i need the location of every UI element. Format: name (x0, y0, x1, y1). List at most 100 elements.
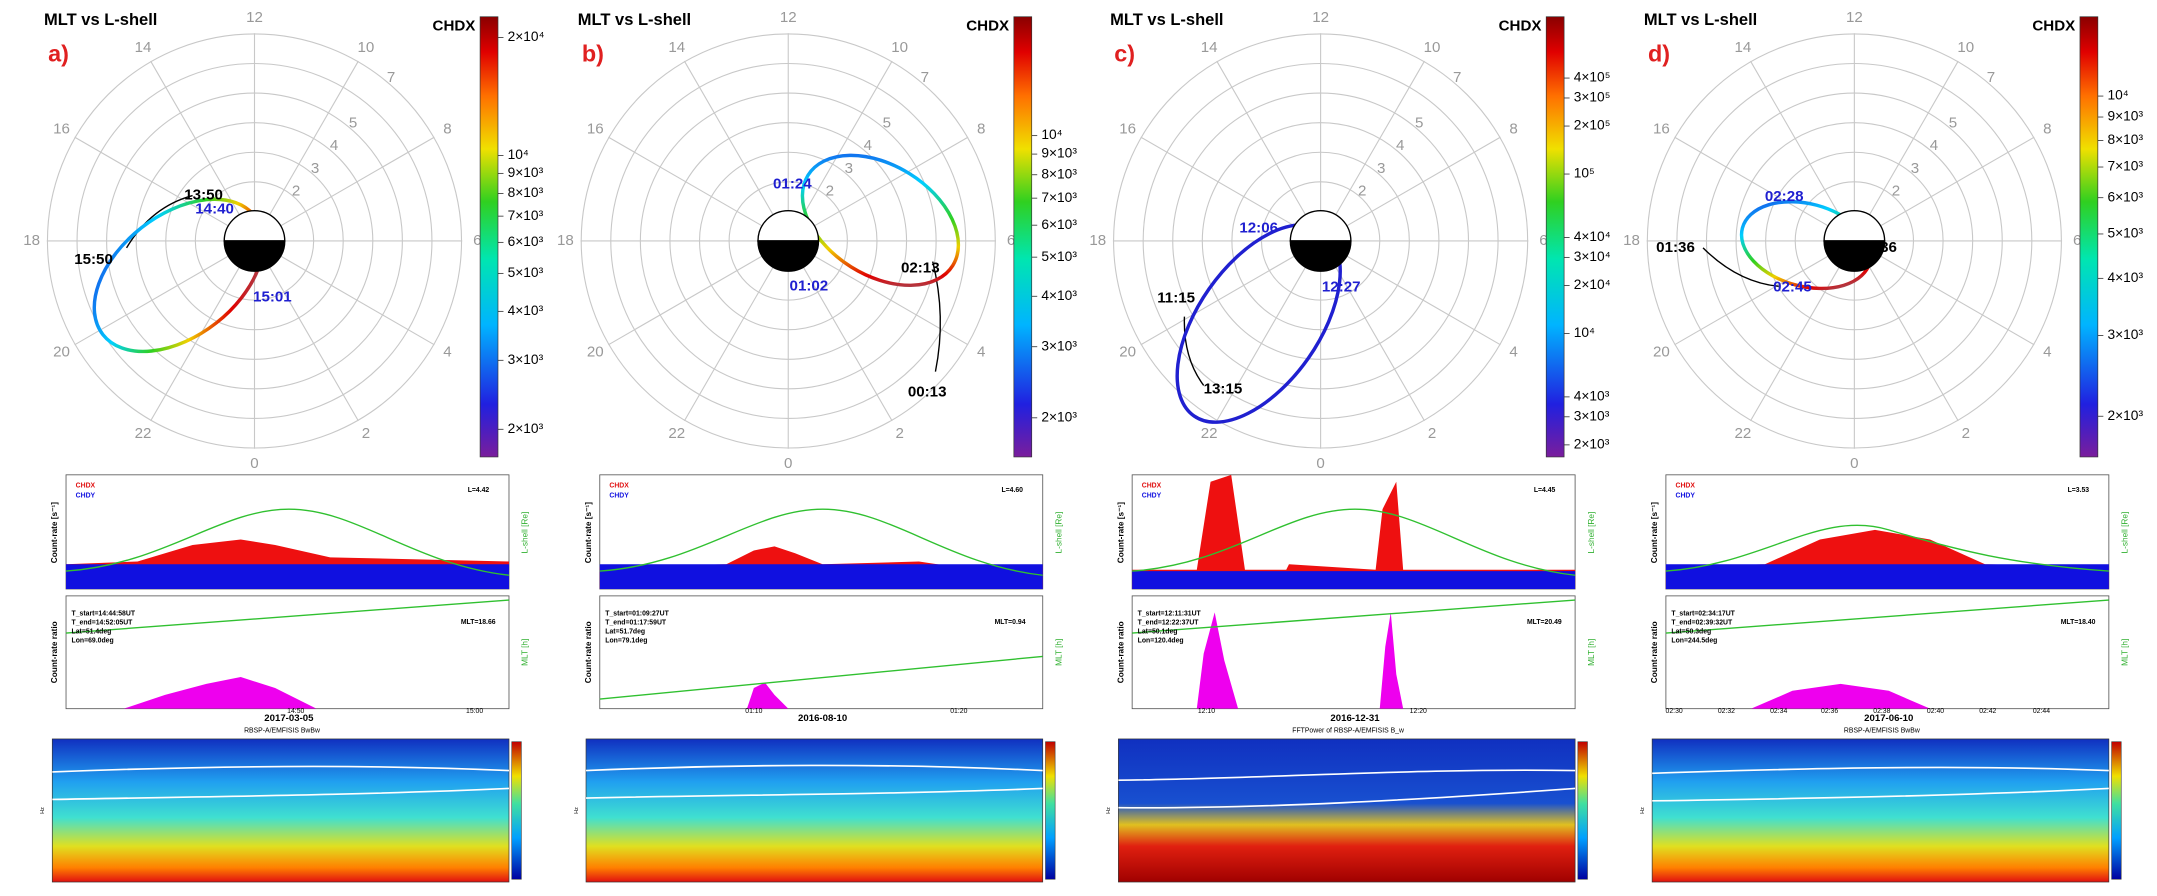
mlt-label: 16 (53, 121, 70, 138)
colorbar-tick-label: 2×10⁴ (508, 29, 545, 44)
chdy-fill (599, 564, 1043, 590)
colorbar-tick-label: 3×10³ (508, 352, 544, 367)
orbit-time-label: 15:50 (74, 251, 113, 268)
spectrogram-cutoff (52, 765, 510, 773)
l-label: 5 (1415, 114, 1423, 131)
mlt-ylabel: MLT [h] (1054, 639, 1063, 666)
mlt-label: 4 (1509, 343, 1517, 360)
spectrogram-title: RBSP-A/EMFISIS BwBw (1844, 728, 1920, 735)
mlt-label: 18 (1623, 232, 1640, 249)
l-value: L=4.42 (468, 487, 490, 494)
mlt-spoke (1869, 60, 1959, 216)
colorbar-tick-label: 7×10³ (508, 208, 544, 223)
mlt-spoke (1216, 266, 1306, 422)
ratio-fill (123, 677, 317, 709)
spectrogram-colorbar (2111, 741, 2122, 880)
spectrogram-cutoff (52, 787, 510, 801)
mlt-label: 6 (473, 232, 481, 249)
orbit-time-label: 02:13 (901, 259, 940, 276)
mlt-spoke (814, 136, 969, 227)
event-info: T_start=12:11:31UT (1138, 611, 1202, 618)
mlt-label: 20 (587, 343, 604, 360)
colorbar-tick-label: 3×10³ (1041, 338, 1077, 353)
colorbar-tick-label: 4×10⁴ (1574, 229, 1611, 244)
time-tick-label: 15:00 (466, 708, 483, 715)
mlt-label: 8 (977, 121, 985, 138)
colorbar-tick-label: 4×10³ (1041, 288, 1077, 303)
mlt-spoke (1880, 136, 2035, 227)
l-value: L=4.45 (1534, 487, 1556, 494)
date-label: 2017-03-05 (264, 713, 314, 724)
mlt-spoke (802, 60, 893, 216)
mlt-value: MLT=18.40 (2061, 619, 2096, 626)
panel-title: MLT vs L-shell (1644, 11, 1757, 29)
mlt-spoke (1750, 266, 1840, 422)
orbit-time-label: 11:15 (1157, 290, 1195, 307)
colorbar-tick-label: 2×10³ (1574, 436, 1610, 451)
mlt-spoke (1335, 60, 1425, 216)
orbit-time-label: 12:06 (1239, 220, 1278, 237)
l-label: 3 (845, 160, 853, 177)
mlt-label: 16 (1653, 121, 1670, 138)
mlt-label: 10 (358, 39, 375, 56)
count-ylabel: Count-rate [s⁻¹] (50, 502, 59, 563)
colorbar-tick-label: 3×10³ (2107, 327, 2143, 342)
colorbar-tick-label: 4×10⁵ (1574, 70, 1611, 85)
chdx-fill (1132, 474, 1576, 590)
orbit-time-label: 00:13 (908, 383, 947, 400)
mlt-label: 2 (1428, 425, 1436, 442)
mlt-label: 12 (246, 9, 263, 26)
legend-chdy: CHDY (609, 492, 629, 499)
mlt-spoke (280, 255, 435, 346)
mlt-label: 0 (250, 455, 258, 472)
mlt-label: 14 (668, 39, 685, 56)
mlt-label: 2 (362, 425, 370, 442)
orbit-time-label: 02:28 (1765, 188, 1804, 205)
l-label: 3 (1911, 160, 1919, 177)
spectrogram-colorbar (1577, 741, 1588, 880)
orbit-time-label: 01:24 (773, 176, 812, 193)
mlt-label: 0 (784, 455, 792, 472)
colorbar (2079, 16, 2099, 458)
colorbar-tick-label: 8×10³ (2107, 132, 2143, 147)
lshell-ylabel: L-shell [Re] (521, 512, 530, 554)
lshell-curve (599, 508, 1043, 576)
freq-ylabel: Hz (1106, 807, 1112, 814)
colorbar-label: CHDX (966, 17, 1009, 34)
mlt-label: 6 (2073, 232, 2081, 249)
time-tick-label: 12:10 (1198, 708, 1215, 715)
mlt-spoke (683, 60, 774, 216)
mlt-label: 6 (1539, 232, 1547, 249)
mlt-spoke (1674, 136, 1829, 227)
spectrogram-cutoff (585, 764, 1043, 772)
earth-day (223, 210, 286, 242)
event-info: T_start=01:09:27UT (605, 611, 669, 618)
lshell-ylabel: L-shell [Re] (1054, 512, 1063, 554)
earth-day (757, 210, 820, 242)
mlt-label: 2 (1962, 425, 1970, 442)
mlt-spoke (269, 266, 359, 422)
event-info: T_end=12:22:37UT (1138, 620, 1200, 627)
date-label: 2017-06-10 (1864, 713, 1913, 724)
l-value: L=3.53 (2068, 487, 2090, 494)
mlt-spoke (1880, 255, 2035, 346)
freq-ylabel: Hz (1640, 807, 1646, 814)
orbit-time-label: 13:15 (1204, 381, 1243, 398)
chdy-fill (1132, 571, 1576, 590)
ratio-ylabel: Count-rate ratio (50, 621, 59, 683)
legend-chdx: CHDX (609, 483, 629, 490)
mlt-spoke (608, 255, 763, 346)
time-tick-label: 02:38 (1873, 708, 1890, 715)
mlt-curve (1132, 599, 1576, 634)
mlt-label: 12 (1846, 9, 1863, 26)
colorbar-tick-label: 2×10³ (1041, 409, 1077, 424)
colorbar-tick-label: 9×10³ (1041, 146, 1077, 161)
orbit-time-label: 14:40 (195, 200, 234, 217)
mlt-label: 22 (668, 425, 685, 442)
l-label: 2 (292, 182, 300, 199)
mlt-label: 4 (443, 343, 451, 360)
ratio-ylabel: Count-rate ratio (1116, 621, 1125, 683)
mlt-label: 4 (2043, 343, 2051, 360)
